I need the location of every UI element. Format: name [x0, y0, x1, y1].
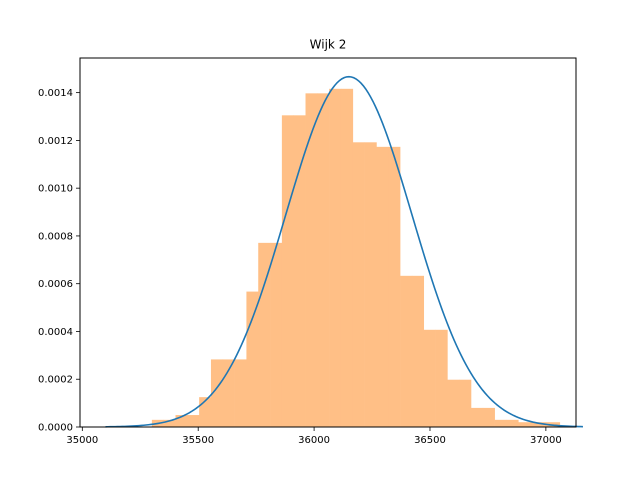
histogram-bar [305, 93, 318, 428]
histogram-bar [411, 275, 425, 427]
x-tick-label: 37000 [530, 435, 562, 446]
histogram-bar [494, 419, 507, 427]
y-tick-label: 0.0010 [38, 184, 73, 195]
histogram-bar [293, 115, 306, 428]
histogram-bar [435, 329, 448, 427]
histogram-bar [210, 359, 224, 427]
y-tick-label: 0.0008 [38, 231, 73, 242]
x-tick-label: 35500 [182, 435, 214, 446]
plot-area-frame [79, 57, 577, 428]
histogram-bar [187, 415, 200, 427]
histogram-bar [175, 415, 188, 427]
histogram-bar [340, 88, 354, 428]
histogram-bar [281, 115, 294, 428]
y-tick-label: 0.0002 [38, 375, 73, 386]
y-tick-label: 0.0004 [38, 327, 73, 338]
histogram-bar [163, 419, 176, 427]
histogram-bar [246, 291, 259, 427]
histogram-bar [471, 407, 484, 427]
histogram-bar [234, 359, 247, 427]
histogram-bar [376, 146, 389, 427]
x-tick-label: 35000 [66, 435, 98, 446]
x-tick-label: 36000 [298, 435, 330, 446]
y-tick-label: 0.0000 [38, 423, 73, 434]
histogram-bar [506, 419, 519, 427]
histogram-bar [459, 379, 472, 427]
histogram-bar [447, 379, 460, 427]
x-axis-ticks: 35000 35500 36000 36500 37000 [66, 427, 562, 446]
histogram-bar [518, 422, 561, 427]
histogram-bar [352, 142, 365, 428]
y-tick-label: 0.0006 [38, 279, 73, 290]
histogram-bar [423, 329, 436, 427]
y-axis-ticks: 0.0000 0.0002 0.0004 0.0006 0.0008 0.0010 0.00… [38, 88, 80, 434]
y-tick-label: 0.0012 [38, 136, 73, 147]
histogram-bar [364, 142, 377, 428]
histogram-bars [151, 88, 561, 428]
histogram-bar [317, 93, 330, 428]
x-tick-label: 36500 [414, 435, 446, 446]
histogram-bar [388, 146, 401, 427]
histogram-bar [400, 275, 413, 427]
histogram-bar [482, 407, 495, 427]
histogram-bar [270, 242, 283, 427]
histogram-bar [329, 88, 342, 428]
y-tick-label: 0.0014 [38, 88, 73, 99]
histogram-bar [258, 242, 271, 427]
chart-title: Wijk 2 [310, 38, 347, 52]
normal-curve-line [105, 75, 583, 428]
